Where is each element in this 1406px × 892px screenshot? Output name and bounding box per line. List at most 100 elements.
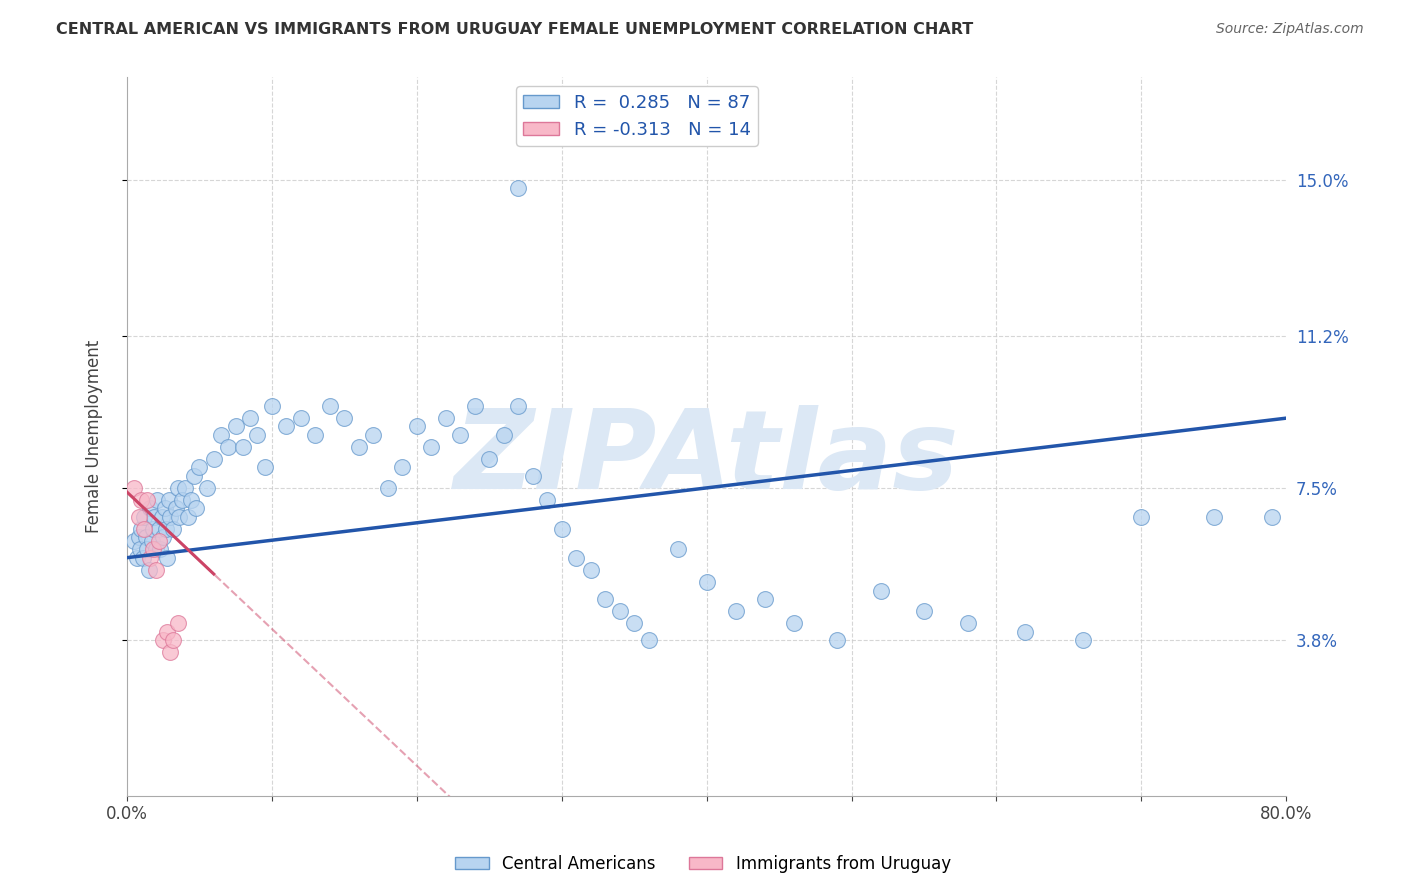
Point [209,427,232,442]
Point [1202,509,1225,524]
Point [152,530,174,544]
Point [180,493,202,508]
Point [869,583,891,598]
Point [183,468,205,483]
Point [464,399,486,413]
Point [825,632,848,647]
Text: ZIPAtlas: ZIPAtlas [454,405,959,512]
Point [138,563,160,577]
Point [139,550,162,565]
Point [260,399,283,413]
Y-axis label: Female Unemployment: Female Unemployment [86,340,103,533]
Point [912,604,935,618]
Point [136,493,159,508]
Point [146,493,169,508]
Point [152,632,174,647]
Point [131,493,153,508]
Point [202,452,225,467]
Point [1130,509,1153,524]
Point [159,509,181,524]
Point [167,509,190,524]
Point [623,616,645,631]
Point [145,542,167,557]
Point [142,542,165,557]
Point [132,550,155,565]
Point [162,632,184,647]
Point [508,181,530,195]
Point [579,563,602,577]
Point [1073,632,1095,647]
Point [217,440,239,454]
Point [148,522,170,536]
Point [565,550,588,565]
Point [195,481,218,495]
Point [122,534,145,549]
Point [165,501,187,516]
Point [333,411,356,425]
Point [536,493,558,508]
Legend: Central Americans, Immigrants from Uruguay: Central Americans, Immigrants from Urugu… [449,848,957,880]
Point [156,550,179,565]
Point [156,624,179,639]
Point [129,542,152,557]
Point [186,501,208,516]
Point [319,399,342,413]
Point [405,419,427,434]
Point [754,591,776,606]
Point [141,534,163,549]
Point [304,427,326,442]
Point [347,440,370,454]
Point [449,427,471,442]
Point [131,522,153,536]
Text: CENTRAL AMERICAN VS IMMIGRANTS FROM URUGUAY FEMALE UNEMPLOYMENT CORRELATION CHAR: CENTRAL AMERICAN VS IMMIGRANTS FROM URUG… [56,22,973,37]
Point [239,411,262,425]
Point [134,522,156,536]
Point [134,509,156,524]
Point [170,493,193,508]
Point [149,542,172,557]
Point [135,530,157,544]
Point [246,427,269,442]
Point [173,481,195,495]
Point [145,563,167,577]
Point [162,522,184,536]
Point [166,616,188,631]
Point [159,645,181,659]
Point [551,522,574,536]
Point [128,509,150,524]
Point [128,530,150,544]
Point [276,419,298,434]
Point [166,481,188,495]
Point [609,604,631,618]
Point [522,468,544,483]
Point [155,522,177,536]
Point [136,542,159,557]
Point [153,501,176,516]
Point [225,419,247,434]
Point [637,632,659,647]
Point [253,460,276,475]
Point [150,509,173,524]
Legend: R =  0.285   N = 87, R = -0.313   N = 14: R = 0.285 N = 87, R = -0.313 N = 14 [516,87,758,146]
Point [143,509,166,524]
Point [290,411,312,425]
Text: Source: ZipAtlas.com: Source: ZipAtlas.com [1216,22,1364,37]
Point [177,509,200,524]
Point [666,542,689,557]
Point [420,440,443,454]
Point [188,460,211,475]
Point [142,522,165,536]
Point [593,591,616,606]
Point [232,440,254,454]
Point [125,550,148,565]
Point [956,616,979,631]
Point [139,501,162,516]
Point [508,399,530,413]
Point [1014,624,1036,639]
Point [122,481,145,495]
Point [377,481,399,495]
Point [434,411,457,425]
Point [361,427,384,442]
Point [1261,509,1284,524]
Point [148,534,170,549]
